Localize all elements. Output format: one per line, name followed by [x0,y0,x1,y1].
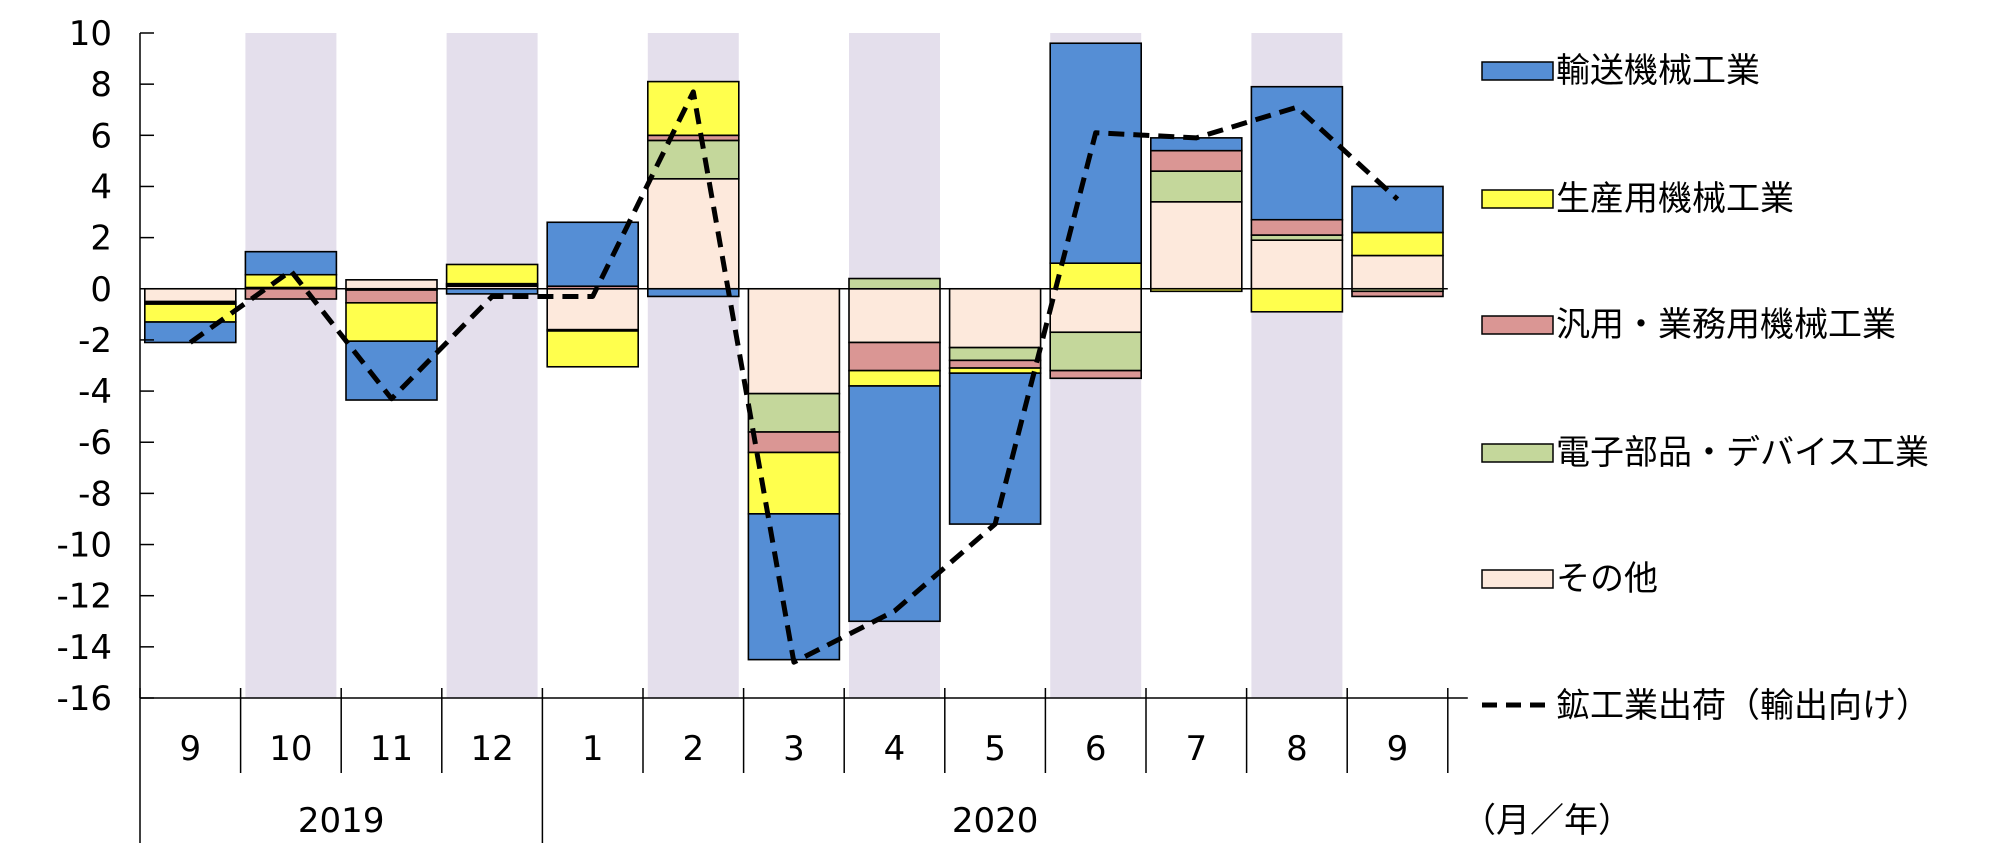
bar-segment [1150,170,1243,203]
x-category-label: 2 [682,729,704,769]
bar-segment [848,369,941,387]
y-tick-label: -10 [56,526,112,566]
y-tick-label: 2 [90,219,112,259]
bar-segment [948,346,1042,362]
bar-segment [848,385,941,623]
x-category-label: 3 [783,729,805,769]
bar-segment [1351,231,1444,257]
y-tick-label: 4 [90,167,112,207]
y-tick-label: 8 [90,65,112,105]
bar-segment [244,250,338,276]
x-category-label: 7 [1185,729,1207,769]
bars [144,42,1444,661]
bar-segment [1250,287,1344,313]
x-category-label: 8 [1286,729,1308,769]
x-unit-label: （月／年） [1462,801,1632,841]
legend-swatch [1481,315,1554,335]
bar-segment [848,287,941,344]
bar-segment [1250,218,1344,236]
legend: 輸送機械工業生産用機械工業汎用・業務用機械工業電子部品・デバイス工業その他鉱工業… [1481,51,1930,726]
bar-segment [1049,42,1142,264]
y-tick-label: -4 [78,372,112,412]
x-category-label: 1 [582,729,604,769]
legend-swatch [1481,61,1554,81]
x-category-label: 12 [470,729,513,769]
x-category-label: 11 [370,729,413,769]
bar-segment [646,139,740,180]
y-tick-label: -6 [78,423,112,463]
x-category-label: 10 [269,729,312,769]
bar-segment [1250,239,1344,290]
legend-label: その他 [1556,559,1658,599]
y-tick-label: 0 [90,270,112,310]
bar-segment [747,431,841,454]
bar-segment [948,287,1042,349]
bar-segment [848,341,941,372]
bar-segment [345,289,438,304]
x-category-label: 6 [1085,729,1107,769]
bar-segment [747,287,841,395]
legend-label: 輸送機械工業 [1556,51,1760,91]
legend-swatch [1481,569,1554,589]
bar-segment [1049,262,1142,290]
bar-segment [445,263,539,285]
bar-segment [646,177,740,290]
bar-segment [1250,85,1344,221]
y-tick-label: -8 [78,474,112,514]
bar-segment [1150,149,1243,172]
bar-segment [1351,254,1444,290]
bar-segment [1150,201,1243,290]
x-category-label: 9 [179,729,201,769]
x-category-label: 5 [984,729,1006,769]
x-year-label: 2020 [952,801,1039,841]
legend-swatch [1481,189,1554,209]
bar-segment [144,321,237,344]
shaded-band [446,33,538,698]
bar-segment [1351,185,1444,234]
x-category-label: 9 [1387,729,1409,769]
bar-segment [747,513,841,661]
line-series-path [188,89,1400,665]
bar-segment [345,302,438,343]
x-category-label: 4 [884,729,906,769]
bar-segment [1351,290,1444,298]
bar-segment [546,221,640,288]
y-tick-label: 10 [69,14,112,54]
bar-segment [546,330,640,368]
legend-label: 鉱工業出荷（輸出向け） [1556,686,1930,726]
bar-segment [1049,287,1142,334]
bar-segment [848,277,941,290]
x-year-label: 2019 [298,801,385,841]
line-series [188,89,1400,665]
legend-label: 汎用・業務用機械工業 [1556,305,1896,345]
legend-swatch [1481,443,1554,463]
bar-segment [1049,369,1142,380]
shaded-band [245,33,337,698]
bar-segment [747,392,841,433]
y-tick-label: -2 [78,321,112,361]
y-tick-label: -16 [56,679,112,719]
y-tick-label: -12 [56,577,112,617]
y-tick-label: -14 [56,628,112,668]
bar-segment [948,359,1042,369]
legend-label: 生産用機械工業 [1556,179,1794,219]
bar-segment [445,287,539,295]
bar-segment [345,340,438,401]
legend-label: 電子部品・デバイス工業 [1556,433,1929,473]
y-tick-label: 6 [90,116,112,156]
bar-segment [1049,331,1142,372]
bar-segment [646,287,740,298]
bar-segment [244,273,338,289]
bar-segment [144,287,237,303]
bar-segment [345,279,438,290]
